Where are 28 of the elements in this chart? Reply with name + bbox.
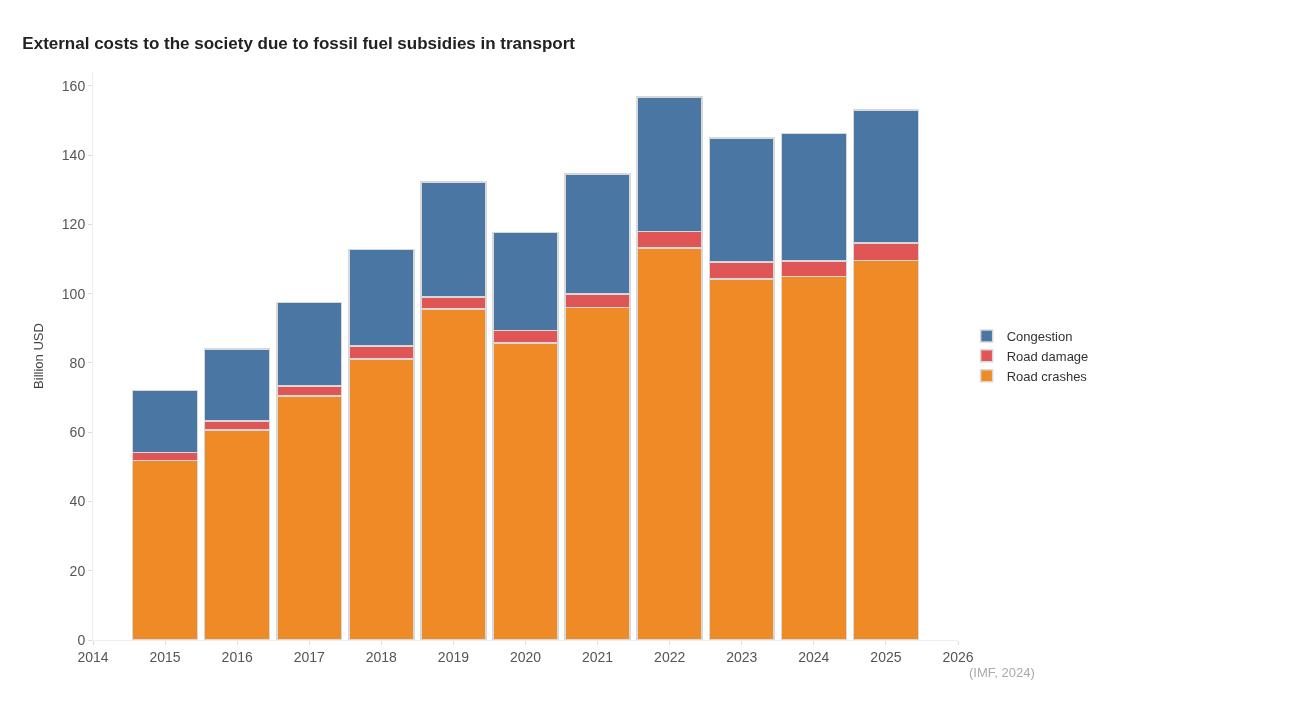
x-tick-label: 2016: [221, 648, 253, 665]
x-tick-label: 2020: [509, 648, 542, 665]
legend-label: Road damage: [1006, 348, 1089, 364]
y-tick-label: 100: [61, 285, 86, 302]
x-tick-label: 2024: [798, 648, 830, 665]
x-tick-label: 2014: [77, 648, 109, 665]
x-tick-label: 2023: [726, 648, 758, 665]
legend-label: Congestion: [1006, 329, 1073, 345]
y-axis-title: Billion USD: [30, 323, 46, 389]
y-tick-label: 140: [61, 147, 86, 164]
legend-label: Road crashes: [1006, 368, 1088, 384]
x-tick-label: 2018: [365, 648, 398, 665]
y-tick-label: 80: [69, 354, 86, 371]
y-tick-label: 60: [69, 424, 86, 441]
x-tick-label: 2017: [293, 648, 326, 665]
text: (IMF, 2024): [969, 665, 1035, 680]
y-tick-label: 160: [61, 77, 86, 94]
x-tick-label: 2019: [437, 648, 470, 665]
x-tick-label: 2026: [942, 648, 974, 665]
y-tick-label: 120: [61, 216, 86, 233]
chart-title: External costs to the society due to fossil fuel subsidies in transport: [22, 34, 576, 54]
x-tick-label: 2022: [654, 648, 686, 665]
x-tick-label: 2015: [149, 648, 181, 665]
x-tick-label: 2025: [870, 648, 902, 665]
x-tick-label: 2021: [582, 648, 614, 665]
y-tick-label: 0: [77, 631, 86, 648]
y-tick-label: 40: [69, 493, 86, 510]
y-tick-label: 20: [69, 562, 86, 579]
